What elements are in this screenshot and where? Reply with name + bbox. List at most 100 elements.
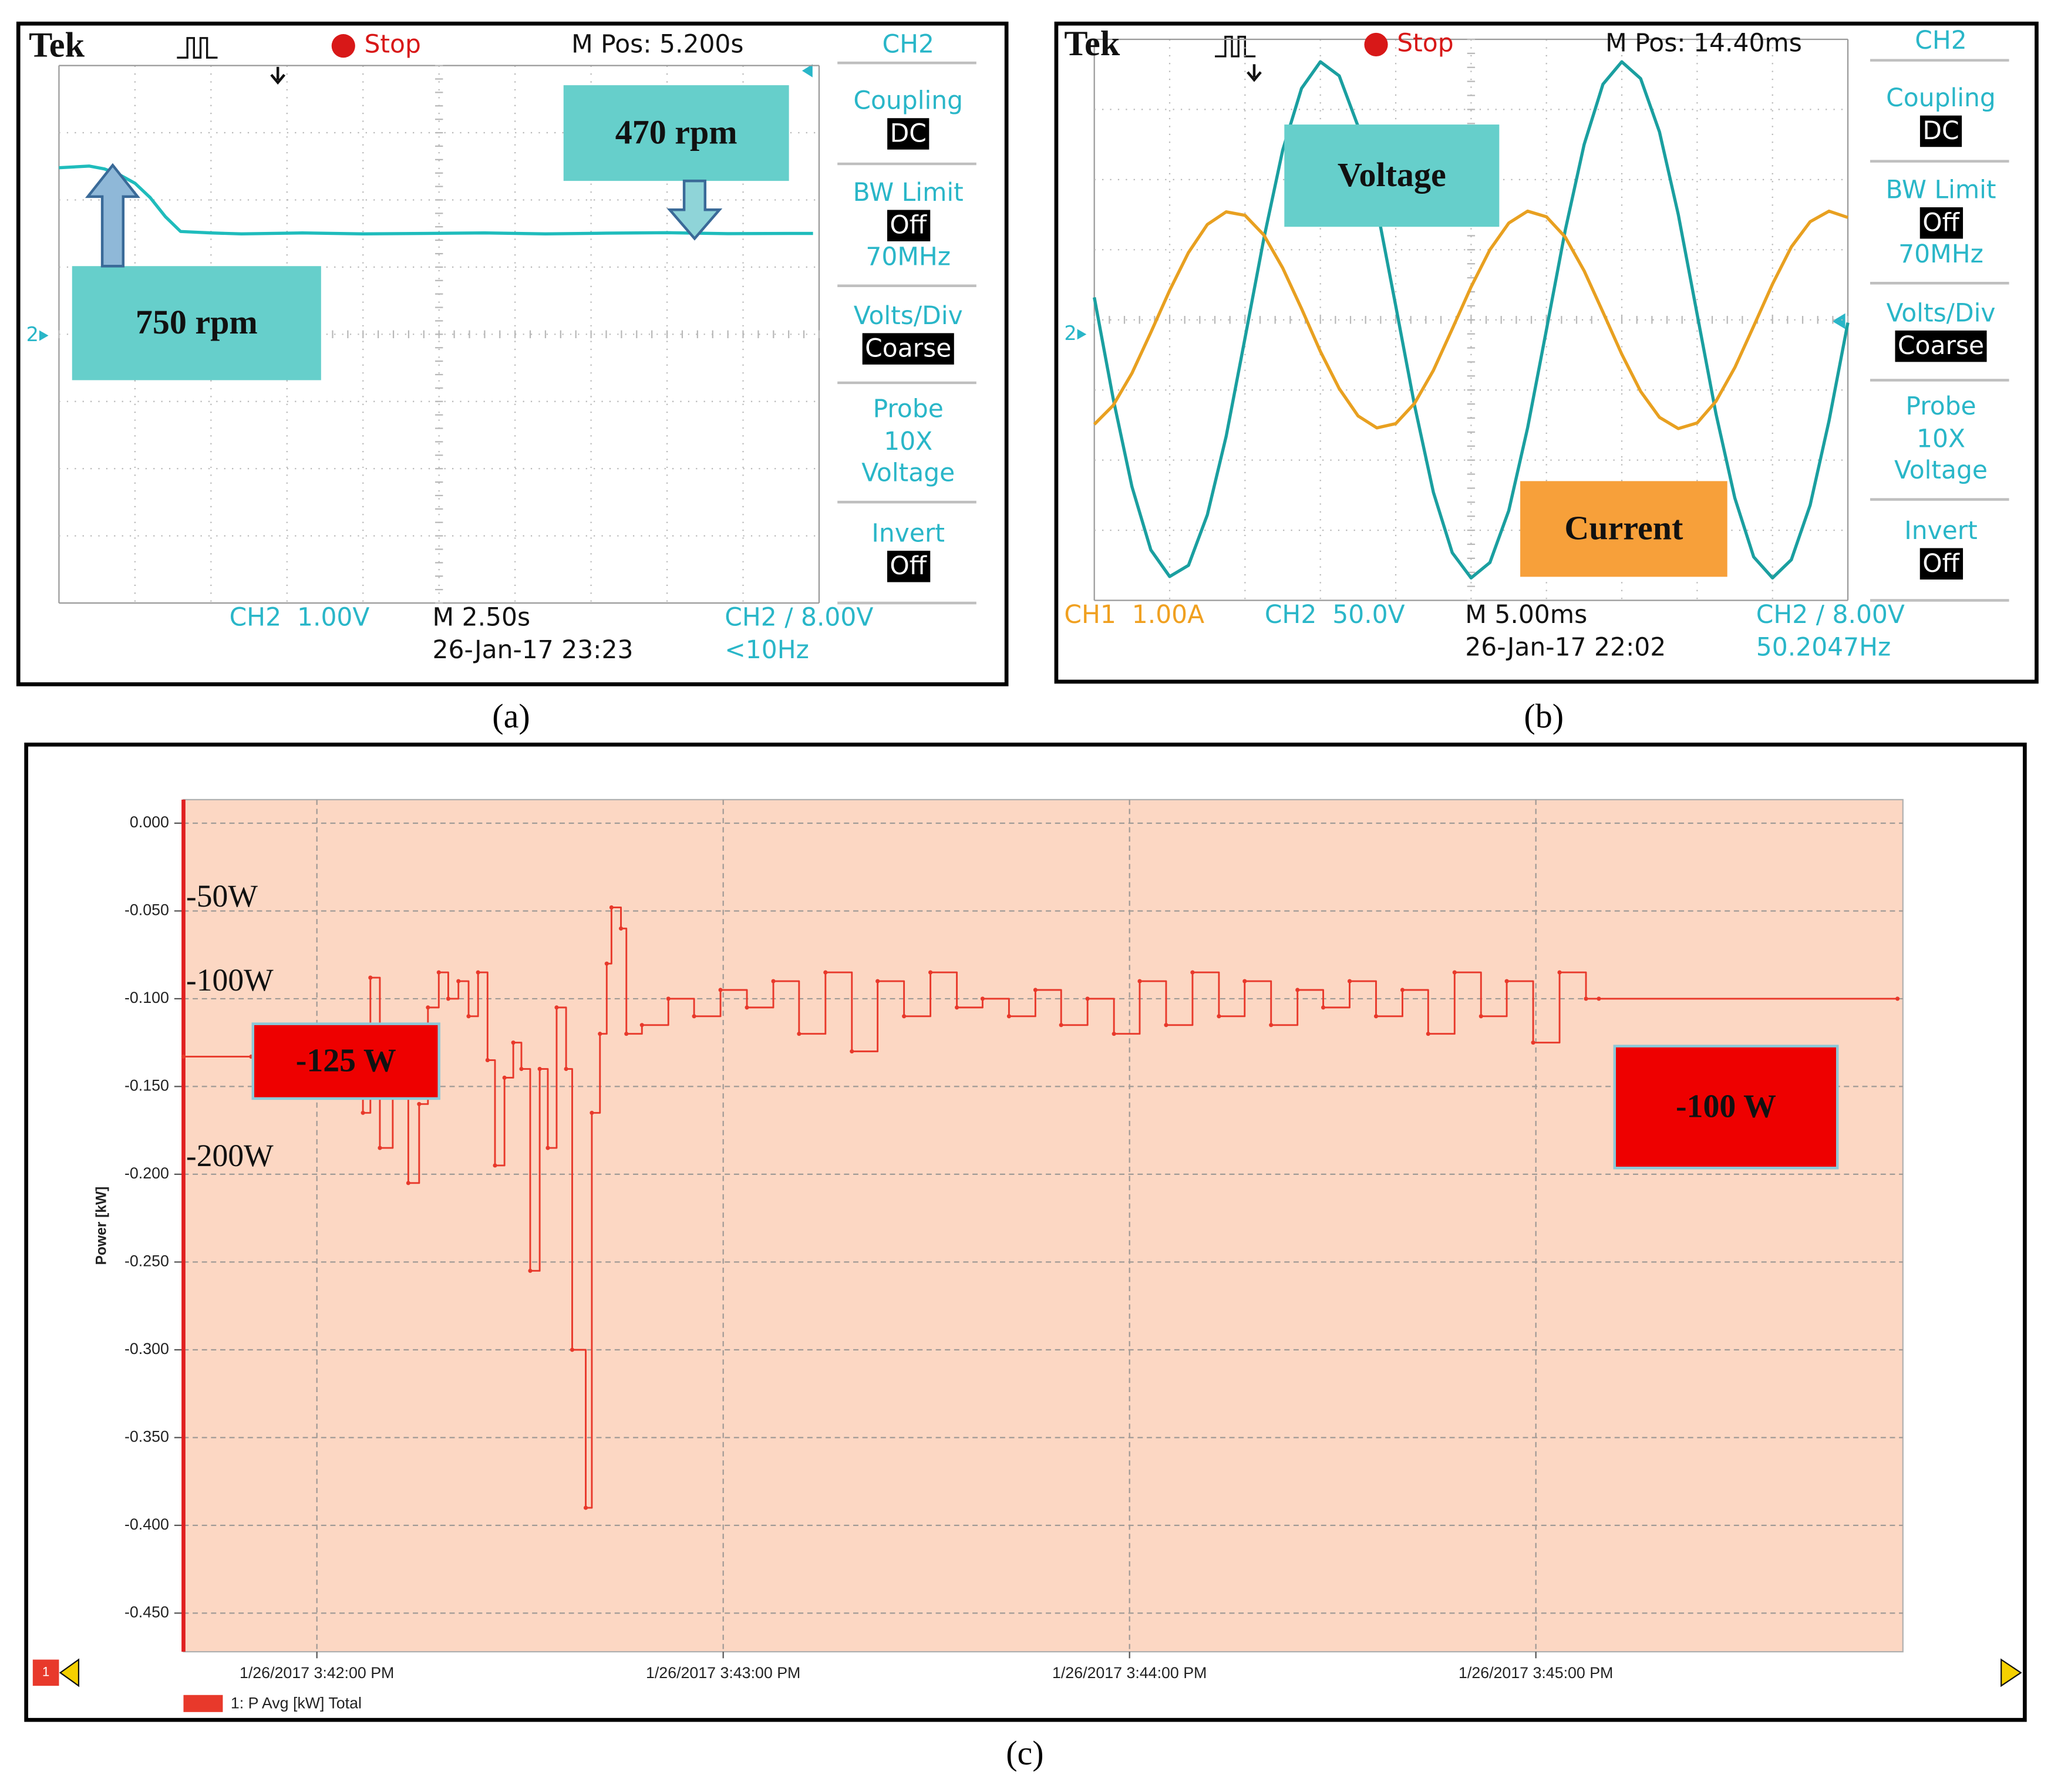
data-point: [361, 1110, 365, 1115]
data-point: [417, 1102, 422, 1106]
panel-label: (c): [1006, 1734, 1043, 1772]
data-point: [502, 1075, 507, 1080]
data-point: [1479, 1014, 1483, 1019]
trigger-position-arrow: [1247, 64, 1262, 82]
x-tick-label: 1/26/2017 3:44:00 PM: [1052, 1664, 1207, 1682]
data-point: [955, 1005, 959, 1010]
data-point: [1373, 1014, 1379, 1019]
menu-header: CH2: [883, 31, 934, 59]
value-box: [1919, 548, 1964, 580]
value-box: [1919, 207, 1964, 239]
data-point: [1321, 1005, 1326, 1010]
data-point: [745, 1005, 749, 1010]
panel-label: (a): [492, 697, 530, 735]
trigger-icon: [177, 37, 218, 59]
annotation: 470 rpm: [615, 113, 737, 151]
data-point: [1400, 988, 1405, 992]
value-box: [887, 210, 931, 241]
data-point: [1452, 970, 1457, 975]
value-box: [1895, 330, 1987, 362]
scroll-arrow: [59, 1658, 80, 1687]
value-box: [887, 118, 929, 150]
data-point: [797, 1032, 801, 1036]
data-point: [1137, 979, 1142, 983]
data-point: [181, 1055, 186, 1059]
ground-marker-arrow: [39, 330, 49, 341]
trigger-position-arrow: [270, 66, 286, 85]
brand: Tek: [1064, 24, 1120, 63]
data-point: [609, 905, 614, 910]
callout-box: [251, 1022, 440, 1100]
y-tick-label: -0.400: [124, 1515, 169, 1533]
menu-value: DC: [1922, 117, 1959, 146]
data-point: [1531, 1040, 1535, 1045]
data-point: [1059, 1023, 1063, 1028]
readout: 26-Jan-17 23:23: [433, 636, 634, 665]
readout: M 5.00ms: [1465, 601, 1587, 629]
menu-extra: 70MHz: [865, 242, 951, 271]
status: Stop: [1397, 29, 1453, 58]
readout: CH2 ∕ 8.00V: [725, 603, 873, 632]
ground-marker: 2: [26, 323, 39, 346]
y-tick-label: -0.200: [124, 1164, 169, 1182]
readout: 50.2047Hz: [1756, 634, 1891, 662]
callout: -100 W: [1676, 1089, 1776, 1125]
menu-value: Coarse: [865, 335, 951, 363]
data-point: [1112, 1032, 1116, 1036]
series-marker-box: [32, 1659, 59, 1686]
menu-label: BW Limit: [853, 178, 964, 207]
annotation: -200W: [186, 1138, 274, 1173]
brand: Tek: [29, 25, 85, 65]
callout: -125 W: [296, 1043, 396, 1079]
data-point: [598, 1032, 602, 1036]
menu-label: BW Limit: [1885, 176, 1996, 204]
data-point: [511, 1040, 516, 1045]
data-point: [528, 1268, 533, 1273]
data-point: [618, 926, 624, 931]
data-point: [378, 1146, 382, 1150]
data-point: [1085, 996, 1090, 1001]
menu-value: 10X: [1917, 425, 1965, 454]
menu-label: Volts/Div: [854, 302, 963, 331]
legend-swatch: [183, 1695, 223, 1712]
data-point: [1597, 996, 1601, 1001]
menu-label: Probe: [873, 395, 944, 423]
data-point: [624, 1032, 629, 1036]
scroll-arrow: [2001, 1658, 2022, 1687]
legend-box: [1520, 481, 1727, 577]
readout: CH2 50.0V: [1265, 601, 1405, 629]
data-point: [493, 1163, 497, 1168]
readout: CH2 ∕ 8.00V: [1756, 601, 1905, 629]
value-box: [887, 550, 931, 582]
status-dot: [1364, 32, 1388, 57]
data-point: [604, 961, 609, 966]
annotation-arrow: [666, 179, 723, 241]
menu-label: Invert: [1904, 517, 1978, 545]
data-point: [1295, 988, 1300, 992]
data-point: [823, 970, 828, 975]
data-point: [406, 1181, 410, 1185]
y-tick-label: -0.450: [124, 1603, 169, 1621]
data-point: [537, 1066, 542, 1072]
data-point: [1242, 979, 1247, 983]
x-tick-label: 1/26/2017 3:45:00 PM: [1459, 1664, 1613, 1682]
y-tick-label: -0.350: [124, 1427, 169, 1445]
trigger-icon: [1215, 35, 1256, 58]
data-point: [564, 1066, 568, 1072]
annotation: 750 rpm: [136, 303, 258, 341]
value-box: [1919, 115, 1962, 147]
data-point: [718, 988, 723, 992]
menu-value: Off: [890, 211, 927, 240]
menu-extra: Voltage: [861, 459, 955, 488]
trigger-level-marker: [1832, 313, 1845, 329]
data-point: [771, 979, 776, 983]
data-line: [1093, 60, 1850, 580]
data-point: [1584, 996, 1588, 1001]
readout: <10Hz: [725, 636, 809, 665]
callout-box: [1613, 1045, 1839, 1170]
status: Stop: [364, 31, 420, 59]
data-point: [875, 979, 880, 983]
legend-label: Voltage: [1338, 156, 1446, 194]
data-point: [1190, 970, 1195, 975]
ground-marker-arrow: [1077, 329, 1087, 340]
